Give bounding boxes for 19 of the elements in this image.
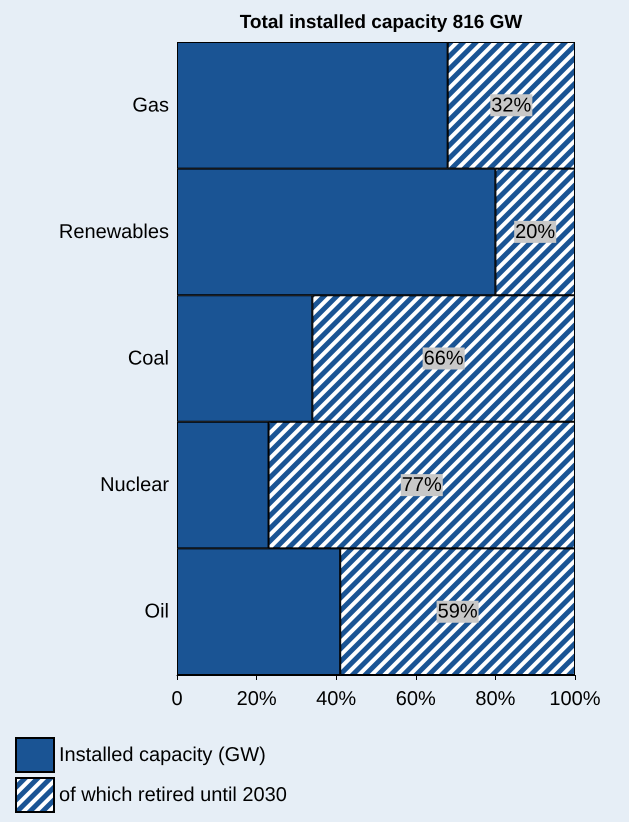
data-label: 59% — [438, 600, 478, 623]
y-tick-label: Oil — [144, 600, 169, 623]
x-tick-label: 80% — [475, 688, 516, 710]
y-tick-label: Gas — [132, 94, 169, 116]
y-tick-label: Renewables — [58, 220, 169, 243]
data-label: 32% — [491, 94, 532, 116]
x-tick-label: 20% — [236, 688, 277, 710]
data-label: 20% — [515, 220, 556, 243]
data-label: 77% — [402, 474, 442, 496]
x-tick-label: 40% — [316, 688, 356, 710]
y-tick-label: Nuclear — [100, 474, 170, 496]
x-tick-label: 0 — [171, 688, 183, 710]
legend-label: of which retired until 2030 — [59, 784, 287, 806]
data-label: 66% — [424, 348, 464, 370]
legend-label: Installed capacity (GW) — [59, 744, 266, 766]
y-tick-label: Coal — [128, 348, 169, 370]
x-tick-label: 100% — [549, 688, 601, 710]
chart-title: Total installed capacity 816 GW — [240, 12, 522, 33]
x-tick-label: 60% — [396, 688, 436, 710]
